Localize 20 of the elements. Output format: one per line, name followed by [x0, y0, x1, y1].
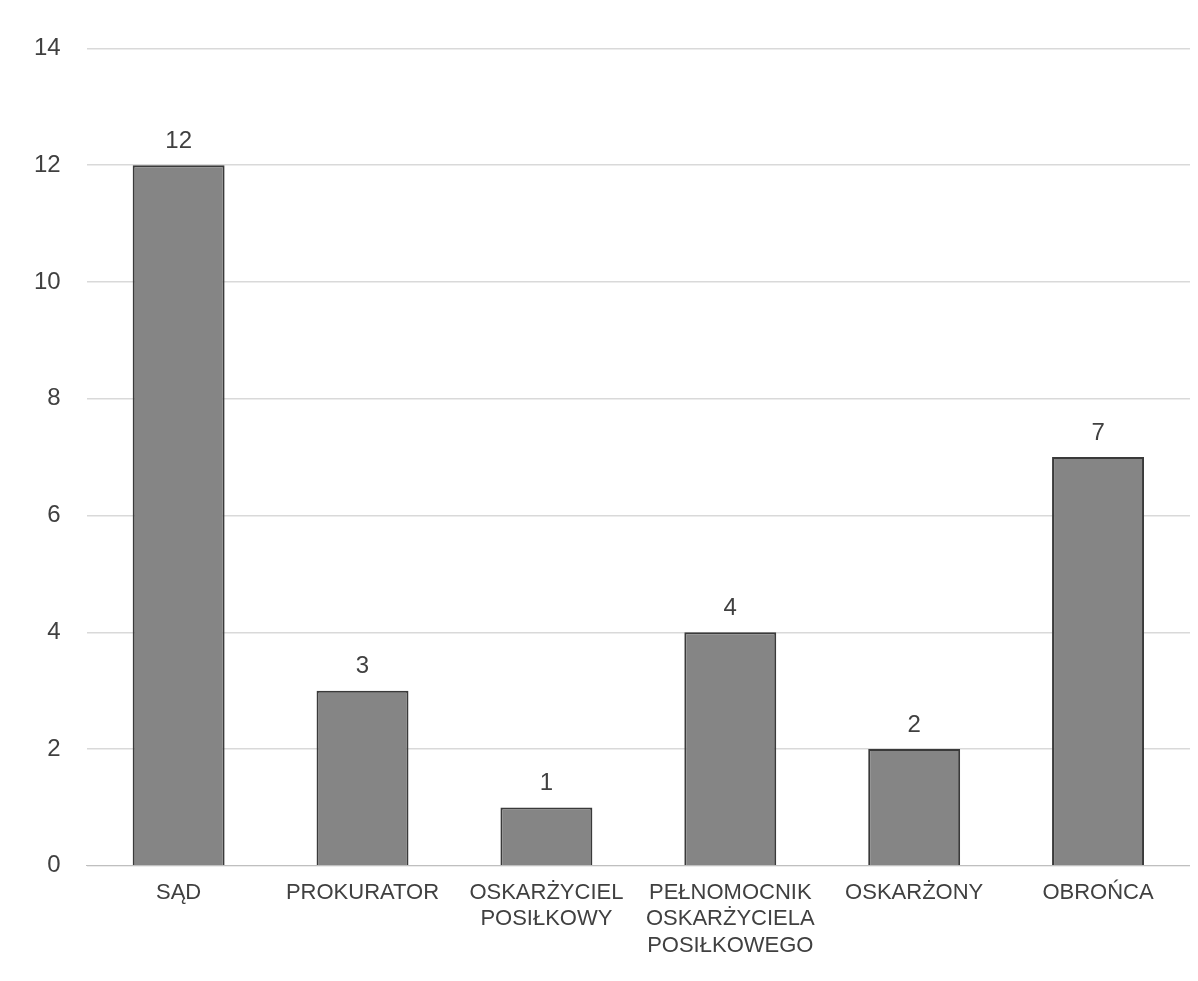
data-label: 1	[539, 768, 554, 796]
data-label: 4	[723, 592, 737, 620]
x-tick-label: PROKURATOR	[285, 879, 440, 905]
data-label: 12	[165, 125, 192, 153]
x-tick-label: OSKARŻONY	[845, 879, 984, 905]
x-tick-label: SĄD	[156, 879, 202, 905]
x-tick-label: PEŁNOMOCNIK OSKARŻYCIELA POSIŁKOWEGO	[645, 879, 815, 957]
y-tick-label: 10	[33, 266, 61, 294]
data-label: 3	[355, 651, 370, 679]
x-tick-label: OSKARŻYCIEL POSIŁKOWY	[469, 879, 624, 931]
y-tick-label: 14	[33, 33, 61, 61]
y-tick-label: 12	[33, 149, 61, 177]
y-tick-label: 2	[47, 733, 61, 761]
data-label: 7	[1091, 417, 1105, 445]
y-tick-label: 4	[47, 616, 61, 644]
data-label: 2	[907, 709, 921, 737]
y-tick-label: 6	[47, 500, 61, 528]
y-tick-label: 8	[47, 383, 61, 411]
y-tick-label: 0	[47, 850, 61, 878]
x-tick-label: OBROŃCA	[1042, 879, 1154, 905]
